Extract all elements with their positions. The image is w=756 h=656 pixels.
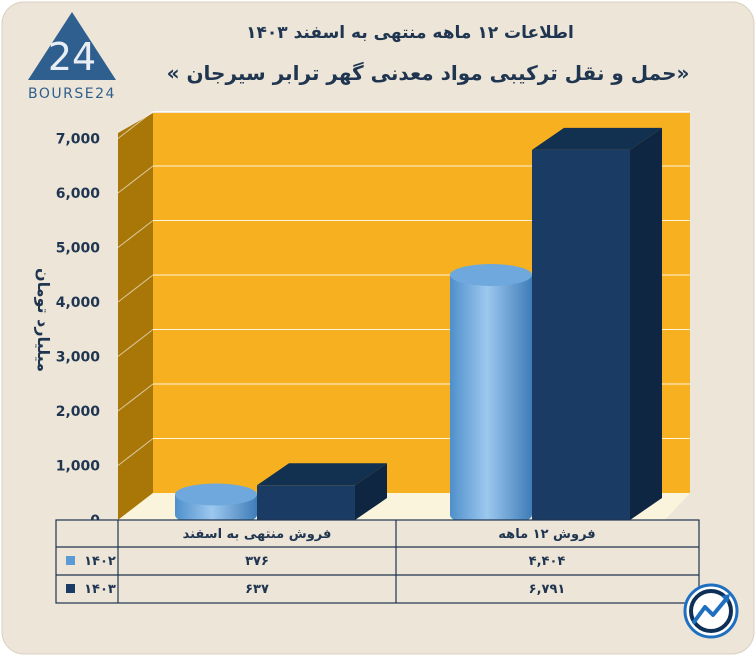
legend-swatch-1402 bbox=[66, 556, 75, 565]
legend-label-1403: ۱۴۰۳ bbox=[84, 582, 116, 597]
grid-line-side bbox=[117, 274, 154, 303]
bar-1403-top bbox=[257, 463, 387, 486]
bar-1403-front bbox=[257, 485, 355, 520]
grid-line-side bbox=[117, 165, 154, 194]
data-table: فروش منتهی به اسفند فروش ۱۲ ماهه ۱۴۰۲ ۱۴… bbox=[55, 519, 700, 604]
bar-1403-top bbox=[532, 127, 662, 150]
bars bbox=[175, 127, 662, 526]
chart-subtitle: «حمل و نقل ترکیبی مواد معدنی گهر ترابر س… bbox=[167, 61, 690, 85]
grid-line-side bbox=[117, 438, 154, 466]
grid-line-side bbox=[117, 329, 154, 357]
category-label-2: فروش ۱۲ ماهه bbox=[498, 527, 595, 542]
y-tick-label: 1,000 bbox=[56, 459, 101, 475]
logo-triangle bbox=[28, 12, 116, 80]
logo-mark: 24 bbox=[48, 35, 96, 79]
y-tick-label: 6,000 bbox=[56, 186, 101, 202]
bar-1402-top bbox=[450, 263, 532, 286]
table-cell-1403-cat2: ۶,۷۹۱ bbox=[529, 582, 566, 597]
table-cell-1403-cat1: ۶۳۷ bbox=[245, 582, 269, 597]
bar-1403-side bbox=[630, 127, 662, 520]
category-label-1: فروش منتهی به اسفند bbox=[183, 527, 332, 542]
bar-1402-top bbox=[175, 483, 257, 506]
logo: 24 BOURSE24 bbox=[28, 12, 116, 102]
y-tick-label: 5,000 bbox=[56, 241, 101, 257]
grid-line-side bbox=[117, 383, 154, 412]
y-tick-label: 4,000 bbox=[56, 295, 101, 311]
logo-text: BOURSE24 bbox=[28, 86, 116, 102]
table-outline bbox=[55, 519, 700, 604]
plot-left-wall bbox=[118, 113, 153, 520]
bar-1403 bbox=[532, 127, 662, 520]
bar-1402 bbox=[450, 263, 532, 526]
table-cell-1402-cat1: ۳۷۶ bbox=[245, 554, 269, 569]
bar-1402-body bbox=[450, 274, 532, 526]
chart-trend-logo-icon bbox=[683, 583, 739, 639]
bar-1403 bbox=[257, 463, 387, 520]
y-tick-label: 7,000 bbox=[56, 132, 101, 148]
table-cell-1402-cat2: ۴,۴۰۴ bbox=[529, 554, 566, 569]
legend-label-1402: ۱۴۰۲ bbox=[84, 554, 116, 569]
y-tick-label: 2,000 bbox=[56, 404, 101, 420]
bar-1403-side bbox=[355, 463, 387, 520]
y-tick-label: 3,000 bbox=[56, 350, 101, 366]
bar-1402 bbox=[175, 483, 257, 526]
y-axis-label: میلیارد تومان bbox=[34, 268, 53, 372]
chart-title: اطلاعات ۱۲ ماهه منتهی به اسفند ۱۴۰۳ bbox=[246, 23, 574, 43]
grid-line-side bbox=[117, 220, 154, 248]
grid-line-side bbox=[117, 111, 154, 139]
bar-1403-front bbox=[532, 149, 630, 520]
legend-swatch-1403 bbox=[66, 584, 75, 593]
